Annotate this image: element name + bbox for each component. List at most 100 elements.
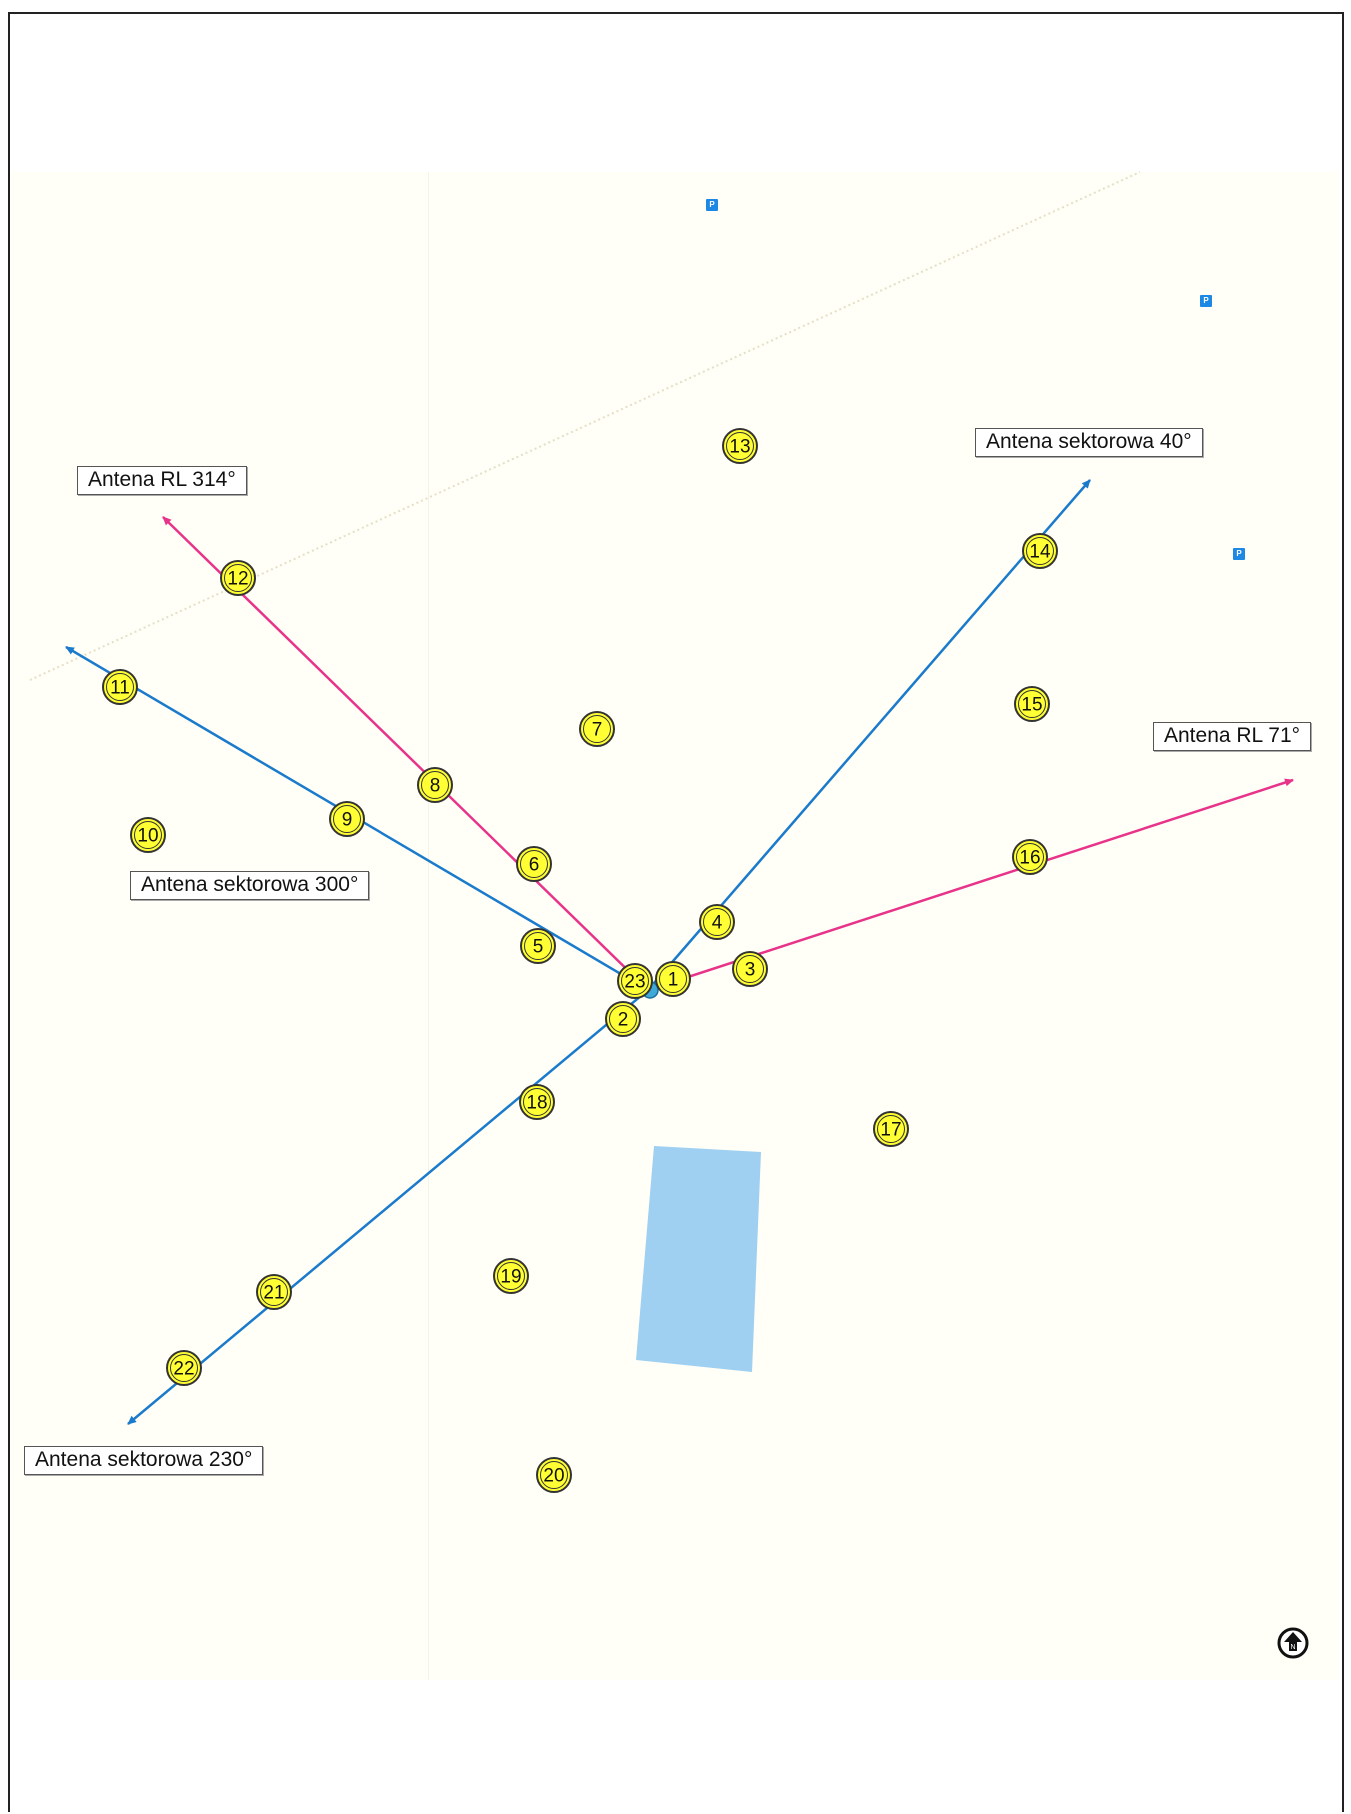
measurement-point-label: 4 (712, 913, 723, 934)
measurement-point-ring (333, 805, 361, 833)
measurement-point-marker[interactable] (722, 428, 758, 464)
measurement-point[interactable]: 5 (520, 928, 556, 964)
measurement-point-label: 16 (1019, 848, 1040, 869)
measurement-point-ring (106, 673, 134, 701)
measurement-point[interactable]: 16 (1012, 839, 1048, 875)
measurement-point-ring (260, 1278, 288, 1306)
measurement-point[interactable]: 21 (256, 1274, 292, 1310)
measurement-point-label: 19 (500, 1267, 521, 1288)
measurement-point-ring (224, 564, 252, 592)
measurement-point-label: 18 (526, 1093, 547, 1114)
measurement-point-label: 20 (543, 1466, 564, 1487)
parking-icon[interactable]: P (706, 199, 718, 211)
measurement-point-marker[interactable] (102, 669, 138, 705)
measurement-point-label: 15 (1021, 695, 1042, 716)
measurement-point-marker[interactable] (655, 961, 691, 997)
measurement-point[interactable]: 10 (130, 817, 166, 853)
map-canvas[interactable] (10, 172, 1338, 1680)
measurement-point-ring (540, 1461, 568, 1489)
measurement-point-marker[interactable] (519, 1084, 555, 1120)
measurement-point[interactable]: 9 (329, 801, 365, 837)
measurement-point[interactable]: 15 (1014, 686, 1050, 722)
measurement-point-ring (497, 1262, 525, 1290)
measurement-point[interactable]: 18 (519, 1084, 555, 1120)
measurement-point[interactable]: 19 (493, 1258, 529, 1294)
measurement-point-marker[interactable] (130, 817, 166, 853)
measurement-point-marker[interactable] (536, 1457, 572, 1493)
measurement-point-label: 2 (618, 1010, 629, 1031)
measurement-point-marker[interactable] (516, 846, 552, 882)
measurement-point-marker[interactable] (699, 904, 735, 940)
measurement-point-ring (703, 908, 731, 936)
measurement-point-ring (1018, 690, 1046, 718)
measurement-point-label: 12 (227, 569, 248, 590)
measurement-point-marker[interactable] (605, 1001, 641, 1037)
measurement-point[interactable]: 20 (536, 1457, 572, 1493)
document-frame (8, 12, 1344, 1812)
measurement-point[interactable]: 6 (516, 846, 552, 882)
measurement-point[interactable]: 12 (220, 560, 256, 596)
measurement-point-label: 7 (592, 720, 603, 741)
beam-rl-314[interactable] (162, 516, 649, 991)
measurement-point-ring (524, 932, 552, 960)
measurement-point-marker[interactable] (1022, 533, 1058, 569)
measurement-point-label: 17 (880, 1120, 901, 1141)
map-tile-seam (428, 172, 429, 1680)
parking-icon[interactable]: P (1200, 295, 1212, 307)
measurement-point-marker[interactable] (520, 928, 556, 964)
measurement-point-ring (583, 715, 611, 743)
svg-text:N: N (1290, 1644, 1295, 1651)
measurement-point-label: 22 (173, 1359, 194, 1380)
measurement-point-label: 9 (342, 810, 353, 831)
measurement-point-ring (170, 1354, 198, 1382)
parking-icon[interactable]: P (1233, 548, 1245, 560)
measurement-point-marker[interactable] (732, 951, 768, 987)
measurement-point[interactable]: 23 (617, 963, 653, 999)
measurement-point-label: 21 (263, 1283, 284, 1304)
measurement-point[interactable]: 3 (732, 951, 768, 987)
measurement-point-ring (421, 771, 449, 799)
measurement-point-marker[interactable] (1014, 686, 1050, 722)
label-antena-sektorowa-40: Antena sektorowa 40° (975, 428, 1203, 457)
measurement-point[interactable]: 7 (579, 711, 615, 747)
road-line (29, 171, 1141, 681)
measurement-point-ring (877, 1115, 905, 1143)
measurement-point-marker[interactable] (617, 963, 653, 999)
measurement-point-marker[interactable] (220, 560, 256, 596)
measurement-point[interactable]: 8 (417, 767, 453, 803)
measurement-point-marker[interactable] (579, 711, 615, 747)
measurement-point-label: 13 (729, 437, 750, 458)
measurement-point-label: 10 (137, 826, 158, 847)
label-antena-sektorowa-300: Antena sektorowa 300° (130, 871, 370, 900)
measurement-point-marker[interactable] (1012, 839, 1048, 875)
measurement-point-ring (726, 432, 754, 460)
measurement-point-label: 3 (745, 960, 756, 981)
measurement-point-ring (523, 1088, 551, 1116)
measurement-point[interactable]: 1 (655, 961, 691, 997)
measurement-point-marker[interactable] (256, 1274, 292, 1310)
measurement-point-marker[interactable] (493, 1258, 529, 1294)
measurement-point[interactable]: 4 (699, 904, 735, 940)
measurement-point-marker[interactable] (166, 1350, 202, 1386)
measurement-point-marker[interactable] (329, 801, 365, 837)
water-body[interactable] (636, 1146, 761, 1372)
measurement-point-marker[interactable] (417, 767, 453, 803)
measurement-point-label: 8 (430, 776, 441, 797)
label-antena-sektorowa-230: Antena sektorowa 230° (24, 1446, 264, 1475)
measurement-point[interactable]: 22 (166, 1350, 202, 1386)
measurement-point[interactable]: 2 (605, 1001, 641, 1037)
measurement-point[interactable]: 17 (873, 1111, 909, 1147)
measurement-point[interactable]: 13 (722, 428, 758, 464)
measurement-point-label: 11 (110, 678, 130, 699)
measurement-point-label: 23 (624, 972, 645, 993)
beam-sektorowa-230[interactable] (127, 989, 649, 1425)
measurement-point-ring (520, 850, 548, 878)
measurement-point[interactable]: 11 (102, 669, 138, 705)
measurement-point-ring (736, 955, 764, 983)
measurement-point[interactable]: 14 (1022, 533, 1058, 569)
measurement-point-marker[interactable] (873, 1111, 909, 1147)
measurement-point-label: 14 (1029, 542, 1051, 563)
measurement-point-ring (134, 821, 162, 849)
